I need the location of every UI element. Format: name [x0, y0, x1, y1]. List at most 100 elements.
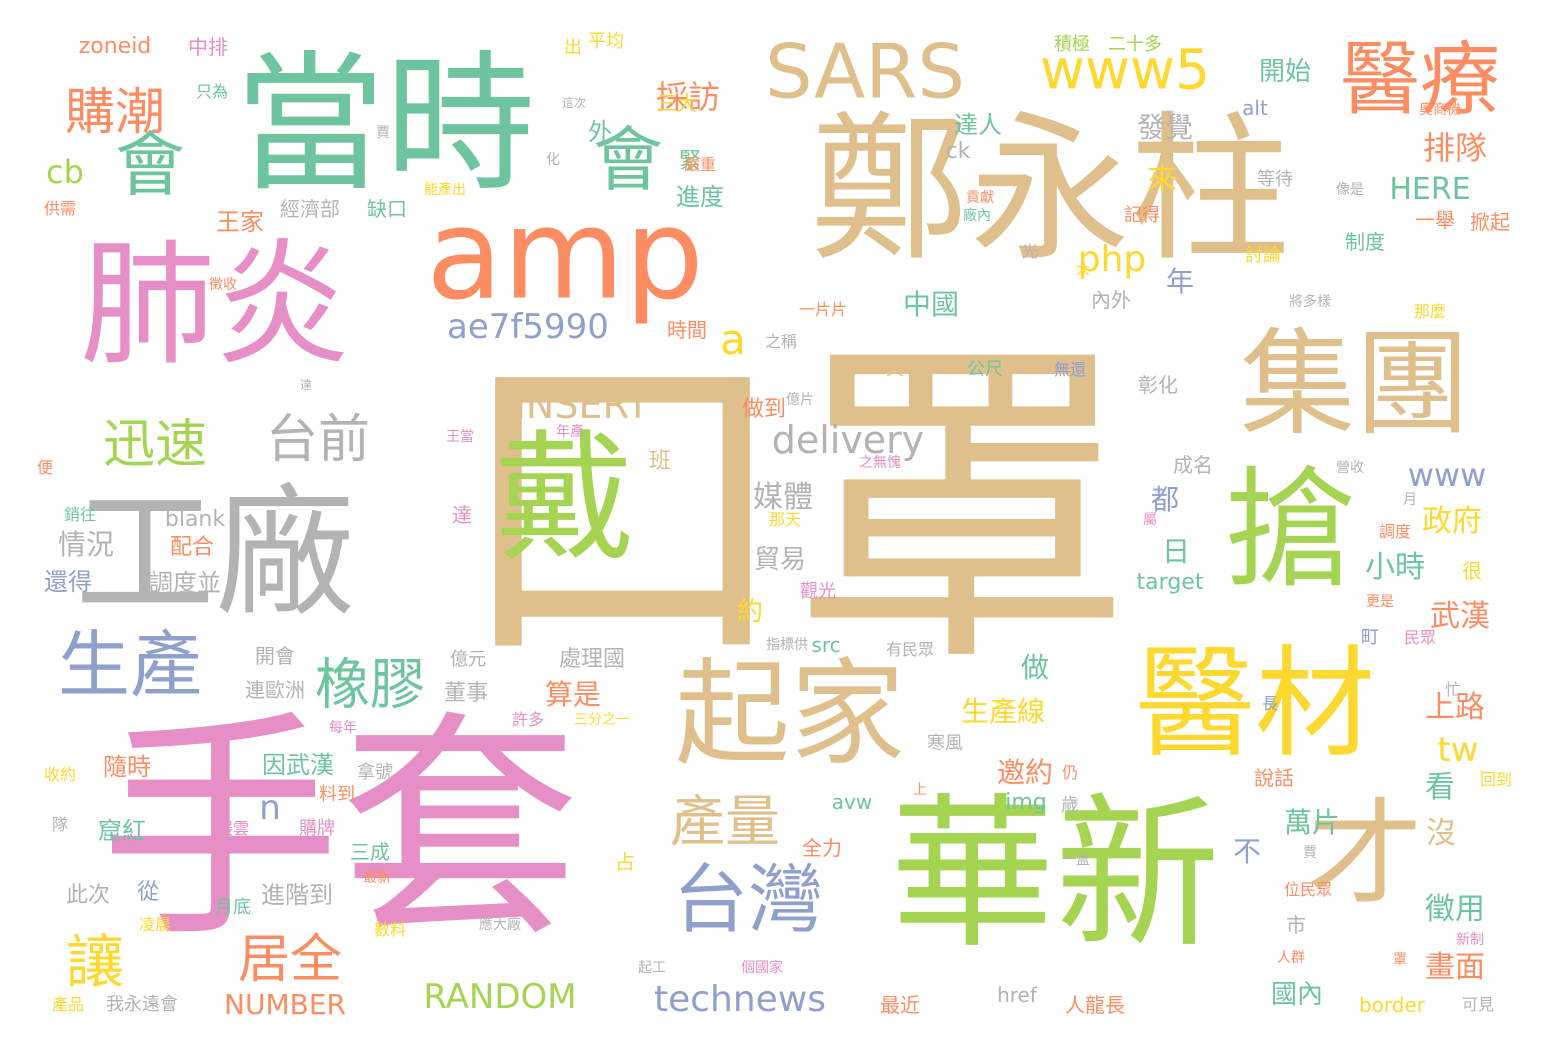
word-68: 隨時 — [103, 753, 151, 781]
word-98: 等待 — [1257, 169, 1293, 190]
word-133: img — [1005, 790, 1047, 815]
word-3: 華新 — [890, 778, 1220, 971]
word-108: 彰化 — [1138, 373, 1178, 397]
word-32: technews — [653, 979, 827, 1020]
word-122: 有民眾 — [885, 640, 935, 659]
word-158: 可見 — [1461, 995, 1495, 1014]
word-156: 人龍長 — [1065, 993, 1125, 1017]
word-152: 起工 — [638, 960, 666, 976]
word-35: www — [1407, 456, 1487, 494]
word-51: 上路 — [1425, 690, 1485, 725]
word-190: 便 — [36, 458, 54, 477]
word-8: amp — [426, 182, 704, 328]
word-149: 凌晨 — [138, 915, 172, 934]
word-140: 料到 — [319, 784, 355, 805]
word-116: 很 — [1462, 559, 1482, 583]
word-128: 寒風 — [927, 733, 963, 754]
word-171: 化 — [546, 152, 560, 168]
word-101: 掀起 — [1470, 210, 1510, 234]
word-39: a — [720, 315, 746, 364]
word-20: 會 — [115, 124, 185, 206]
word-31: RANDOM — [423, 977, 577, 1017]
word-40: n — [259, 788, 281, 828]
word-76: 來 — [1147, 162, 1177, 197]
word-182: 廠內 — [963, 208, 991, 224]
word-33: NUMBER — [224, 988, 346, 1021]
word-105: 內外 — [1091, 288, 1131, 312]
word-191: 銷往 — [63, 505, 97, 524]
word-188: 王當 — [446, 429, 474, 445]
word-45: 中國 — [902, 288, 960, 321]
word-78: 日 — [1161, 535, 1191, 568]
word-112: 成名 — [1173, 453, 1213, 477]
word-196: 更是 — [1366, 594, 1394, 610]
word-142: 購牌 — [299, 818, 335, 839]
word-184: 億片 — [786, 392, 814, 408]
word-81: 外 — [588, 118, 612, 146]
word-77: 都 — [1150, 483, 1180, 516]
word-165: 新制 — [1456, 932, 1484, 948]
word-102: 制度 — [1345, 230, 1385, 254]
word-163: 一盒 — [1062, 852, 1090, 868]
word-79: 不 — [1232, 835, 1262, 868]
word-52: 情況 — [57, 528, 115, 561]
word-44: 排隊 — [1422, 129, 1488, 167]
word-42: 開始 — [1258, 57, 1312, 87]
word-38: cb — [46, 153, 84, 191]
word-104: 時間 — [667, 318, 707, 342]
word-58: 生產線 — [960, 695, 1046, 728]
word-53: 還得 — [44, 568, 92, 596]
word-97: alt — [1242, 96, 1268, 120]
word-95: 積極 — [1054, 34, 1090, 55]
word-73: 董事 — [443, 681, 489, 706]
word-43: 發覺 — [1136, 111, 1194, 144]
word-194: 調度 — [1378, 522, 1412, 541]
word-90: zoneid — [78, 34, 152, 59]
word-129: 說話 — [1254, 766, 1294, 790]
word-66: 國內 — [1270, 980, 1324, 1010]
word-167: 市 — [1286, 913, 1306, 937]
word-144: 最新 — [363, 870, 391, 886]
word-160: 我永遠會 — [106, 994, 178, 1015]
word-187: 達 — [299, 378, 313, 392]
word-151: 應大廠 — [479, 917, 521, 933]
word-154: 最近 — [880, 993, 920, 1017]
word-61: 萬片 — [1283, 806, 1341, 839]
word-176: 大 — [1076, 262, 1090, 278]
word-6: 戴 — [494, 418, 636, 581]
word-18: www5 — [1040, 37, 1210, 102]
word-139: 拿號 — [357, 762, 393, 783]
word-86: ck — [945, 139, 971, 164]
word-9: 醫材 — [1135, 635, 1375, 774]
word-138: 每年 — [329, 720, 357, 736]
word-15: 醫療 — [1340, 33, 1500, 126]
word-89: 王家 — [216, 208, 264, 236]
word-87: 經濟部 — [280, 197, 340, 221]
word-137: 收約 — [43, 765, 77, 784]
word-192: 營收 — [1336, 460, 1364, 476]
word-25: 產量 — [669, 789, 781, 854]
word-175: 光 — [1021, 242, 1039, 261]
word-189: 年產 — [556, 424, 584, 440]
word-10: 搶 — [1224, 454, 1356, 606]
word-161: 位民眾 — [1283, 880, 1333, 899]
word-118: src — [811, 633, 841, 657]
word-107: 做到 — [741, 397, 787, 422]
word-178: 將多樣 — [1289, 294, 1331, 310]
word-121: 連歐洲 — [245, 678, 305, 702]
word-0: 口罩 — [452, 312, 1132, 708]
word-7: 肺炎 — [80, 226, 350, 384]
word-127: 長 — [1261, 694, 1279, 713]
word-126: 忙 — [1444, 680, 1462, 699]
word-85: 達人 — [954, 111, 1002, 139]
word-74: 處理國 — [558, 647, 626, 672]
word-135: 全力 — [802, 836, 842, 860]
word-47: 貿易 — [753, 545, 807, 575]
word-150: 數料 — [373, 920, 407, 939]
word-36: tw — [1437, 730, 1479, 770]
word-183: 之稱 — [764, 332, 798, 351]
word-177: 那麼 — [1413, 302, 1447, 321]
word-48: 政府 — [1422, 504, 1482, 539]
word-164: 人群 — [1277, 950, 1305, 966]
